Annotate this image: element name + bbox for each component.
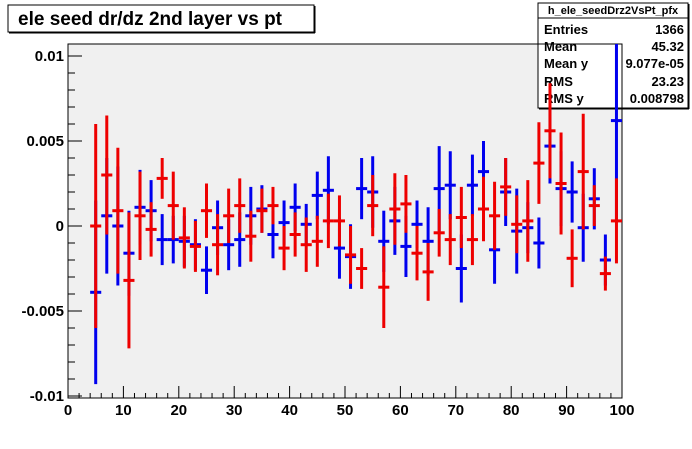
stats-box: h_ele_seedDrz2VsPt_pfx Entries 1366 Mean… (537, 2, 690, 110)
stats-value-entries: 1366 (655, 22, 684, 37)
stats-label-entries: Entries (544, 22, 588, 37)
stats-value-rms: 23.23 (651, 74, 684, 89)
stats-label-mean-y: Mean y (544, 56, 589, 71)
x-tick-label: 20 (170, 402, 187, 419)
x-tick-label: 50 (337, 402, 354, 419)
x-tick-label: 60 (392, 402, 409, 419)
x-tick-label: 70 (447, 402, 464, 419)
x-tick-label: 90 (558, 402, 575, 419)
data-marks (90, 44, 622, 385)
x-tick-label: 10 (115, 402, 132, 419)
stats-label-mean: Mean (544, 39, 577, 54)
y-tick-label: 0.005 (26, 133, 64, 150)
stats-label-rms: RMS (544, 74, 573, 89)
stats-label-rms-y: RMS y (544, 91, 585, 106)
series-2 (90, 83, 622, 349)
y-tick-label: -0.01 (30, 388, 64, 405)
y-tick-label: 0.01 (35, 48, 64, 65)
stats-value-mean-y: 9.077e-05 (625, 56, 684, 71)
y-tick-label: 0 (56, 218, 64, 235)
title-box: ele seed dr/dz 2nd layer vs pt (7, 4, 316, 34)
y-tick-label: -0.005 (21, 303, 64, 320)
stats-histogram-name: h_ele_seedDrz2VsPt_pfx (548, 5, 679, 17)
x-tick-label: 30 (226, 402, 243, 419)
x-tick-label: 0 (64, 402, 72, 419)
x-tick-label: 40 (281, 402, 298, 419)
x-tick-label: 80 (503, 402, 520, 419)
chart-title: ele seed dr/dz 2nd layer vs pt (18, 9, 283, 30)
x-tick-label: 100 (609, 402, 634, 419)
stats-value-rms-y: 0.008798 (630, 91, 684, 106)
stats-value-mean: 45.32 (651, 39, 684, 54)
